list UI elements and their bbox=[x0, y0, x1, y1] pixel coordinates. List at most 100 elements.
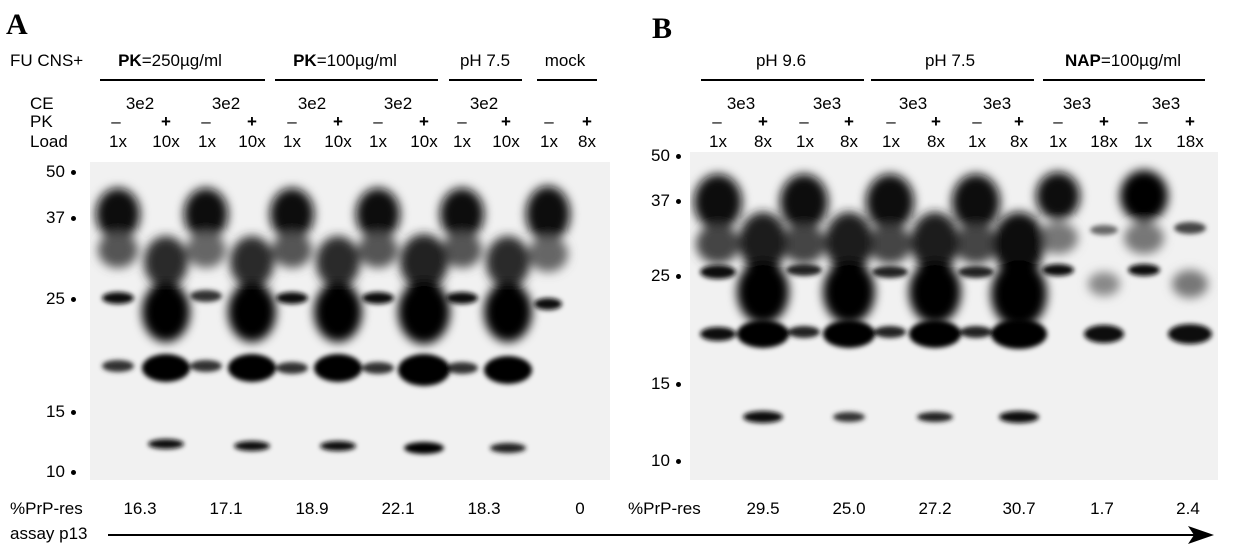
panel-b-mw-marker: 37 bbox=[651, 192, 681, 210]
panel-b-prp-value: 30.7 bbox=[1002, 499, 1036, 518]
panel-a-load-value: 1x bbox=[283, 132, 301, 151]
panel-a-load-value: 1x bbox=[198, 132, 216, 151]
panel-a-mw-marker: 50 bbox=[46, 163, 76, 181]
panel-a-load-value: 8x bbox=[578, 132, 596, 151]
panel-b-mw-marker: 50 bbox=[651, 147, 681, 165]
panel-b-ce-value: 3e3 bbox=[1151, 94, 1181, 113]
panel-a-load-value: 10x bbox=[492, 132, 520, 151]
panel-a-pk-value: – bbox=[457, 112, 467, 131]
panel-b-load-value: 18x bbox=[1090, 132, 1118, 151]
panel-b-group-nap: NAP=100µg/ml bbox=[1064, 51, 1182, 70]
panel-a-pk-value: + bbox=[333, 112, 343, 131]
panel-a-row-label-load: Load bbox=[30, 132, 68, 151]
panel-a-pk-value: – bbox=[373, 112, 383, 131]
panel-b-ce-value: 3e3 bbox=[1062, 94, 1092, 113]
panel-b-prp-value: 2.4 bbox=[1176, 499, 1200, 518]
panel-b-rule-ph96 bbox=[701, 79, 864, 81]
panel-a-rule-pk250 bbox=[100, 79, 265, 81]
panel-a-prp-value: 22.1 bbox=[381, 499, 415, 518]
panel-a-pk-value: + bbox=[247, 112, 257, 131]
panel-a-row-label-pk: PK bbox=[30, 112, 53, 131]
panel-a-row-label-ce: CE bbox=[30, 94, 54, 113]
panel-a-group-mock: mock bbox=[544, 51, 586, 70]
assay-label: assay p13 bbox=[10, 524, 88, 543]
panel-b-load-value: 1x bbox=[709, 132, 727, 151]
panel-b-pk-value: + bbox=[1099, 112, 1109, 131]
panel-b-western-blot-image bbox=[690, 152, 1218, 480]
panel-b-ce-value: 3e3 bbox=[898, 94, 928, 113]
panel-a-prp-label: %PrP-res bbox=[10, 499, 83, 518]
panel-a-mw-marker: 25 bbox=[46, 290, 76, 308]
panel-a-group-ph75: pH 7.5 bbox=[459, 51, 511, 70]
panel-b-pk-value: – bbox=[712, 112, 722, 131]
panel-b-prp-value: 25.0 bbox=[832, 499, 866, 518]
panel-b-ce-value: 3e3 bbox=[982, 94, 1012, 113]
panel-a-load-value: 1x bbox=[369, 132, 387, 151]
panel-a-pk-value: – bbox=[111, 112, 121, 131]
panel-b-load-value: 1x bbox=[968, 132, 986, 151]
panel-a-pk-value: – bbox=[201, 112, 211, 131]
panel-b-pk-value: – bbox=[799, 112, 809, 131]
panel-a-pk-value: – bbox=[544, 112, 554, 131]
panel-a-mw-marker: 10 bbox=[46, 463, 76, 481]
panel-b-mw-marker: 25 bbox=[651, 267, 681, 285]
panel-a-blot-bands bbox=[96, 186, 570, 454]
panel-a-load-value: 1x bbox=[540, 132, 558, 151]
panel-b-load-value: 8x bbox=[1010, 132, 1028, 151]
panel-a-prp-value: 17.1 bbox=[209, 499, 243, 518]
panel-a-group-pk250: PK=250µg/ml bbox=[118, 51, 222, 70]
panel-b-pk-value: + bbox=[931, 112, 941, 131]
panel-a-ce-value: 3e2 bbox=[297, 94, 327, 113]
panel-b-mw-marker: 15 bbox=[651, 375, 681, 393]
panel-a-pk-value: + bbox=[161, 112, 171, 131]
panel-b-pk-value: + bbox=[844, 112, 854, 131]
panel-a-rule-ph75 bbox=[449, 79, 522, 81]
panel-a-header-prefix: FU CNS+ bbox=[10, 51, 84, 70]
panel-a-prp-value: 16.3 bbox=[123, 499, 157, 518]
panel-b-rule-ph75 bbox=[871, 79, 1034, 81]
panel-b-pk-value: – bbox=[972, 112, 982, 131]
panel-b-mw-marker: 10 bbox=[651, 452, 681, 470]
panel-a-ce-value: 3e2 bbox=[383, 94, 413, 113]
panel-a-load-value: 1x bbox=[109, 132, 127, 151]
panel-b-group-ph75: pH 7.5 bbox=[924, 51, 976, 70]
panel-a-ce-value: 3e2 bbox=[125, 94, 155, 113]
panel-b-load-value: 1x bbox=[1049, 132, 1067, 151]
panel-a-western-blot-image bbox=[90, 162, 610, 480]
panel-a-ce-value: 3e2 bbox=[211, 94, 241, 113]
assay-arrow bbox=[108, 526, 1214, 544]
panel-a-pk-value: + bbox=[582, 112, 592, 131]
panel-a-group-pk100: PK=100µg/ml bbox=[293, 51, 397, 70]
panel-b-pk-value: + bbox=[1185, 112, 1195, 131]
panel-b-load-value: 8x bbox=[754, 132, 772, 151]
panel-b-blot-bands bbox=[694, 170, 1212, 423]
panel-b-load-value: 8x bbox=[927, 132, 945, 151]
panel-b-ce-value: 3e3 bbox=[812, 94, 842, 113]
panel-b-prp-value: 29.5 bbox=[746, 499, 780, 518]
panel-a-load-value: 1x bbox=[453, 132, 471, 151]
panel-b-letter: B bbox=[652, 12, 673, 45]
panel-a-pk-value: + bbox=[501, 112, 511, 131]
panel-a-letter: A bbox=[6, 8, 28, 41]
panel-a-prp-value: 0 bbox=[575, 499, 585, 518]
panel-b-load-value: 1x bbox=[796, 132, 814, 151]
panel-b-pk-value: – bbox=[1138, 112, 1148, 131]
panel-a-load-value: 10x bbox=[324, 132, 352, 151]
panel-b-prp-label: %PrP-res bbox=[628, 499, 701, 518]
panel-a-rule-pk100 bbox=[275, 79, 438, 81]
panel-b-pk-value: – bbox=[886, 112, 896, 131]
panel-b-load-value: 1x bbox=[882, 132, 900, 151]
panel-b-pk-value: + bbox=[758, 112, 768, 131]
panel-b-pk-value: + bbox=[1014, 112, 1024, 131]
panel-b-load-value: 18x bbox=[1176, 132, 1204, 151]
panel-b-prp-value: 1.7 bbox=[1090, 499, 1114, 518]
panel-b-group-ph96: pH 9.6 bbox=[755, 51, 807, 70]
panel-a-load-value: 10x bbox=[238, 132, 266, 151]
panel-b-rule-nap bbox=[1043, 79, 1205, 81]
panel-a-load-value: 10x bbox=[152, 132, 180, 151]
panel-b-load-value: 1x bbox=[1134, 132, 1152, 151]
panel-a-mw-marker: 37 bbox=[46, 209, 76, 227]
panel-a-ce-value: 3e2 bbox=[469, 94, 499, 113]
panel-b-prp-value: 27.2 bbox=[918, 499, 952, 518]
panel-a-prp-value: 18.3 bbox=[467, 499, 501, 518]
